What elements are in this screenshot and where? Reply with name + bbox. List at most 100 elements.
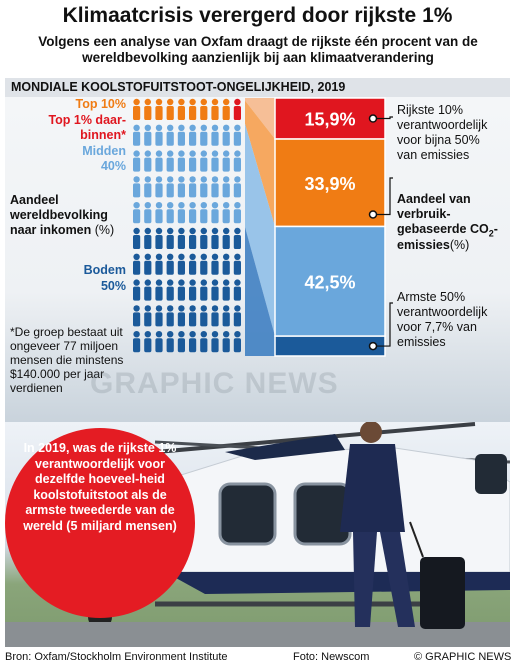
pointer-dot — [368, 341, 378, 351]
person-icon — [189, 253, 197, 275]
bar-value-label: 15,9% — [304, 110, 355, 130]
label-top1-line2: binnen* — [80, 128, 126, 142]
person-icon — [233, 253, 241, 275]
person-icon — [189, 331, 197, 353]
suitcase — [420, 557, 465, 629]
person-icon — [166, 150, 174, 172]
note-poor-line4: emissies — [397, 335, 446, 349]
person-icon — [222, 176, 230, 198]
emission-bar — [274, 97, 386, 140]
connector-midden — [245, 123, 275, 337]
person-icon — [211, 202, 219, 224]
page-subtitle: Volgens een analyse van Oxfam draagt de … — [38, 34, 478, 65]
person-icon — [133, 98, 141, 120]
bar-value-label: 42,5% — [304, 272, 355, 292]
person-icon — [177, 98, 185, 120]
person-leg — [353, 532, 377, 627]
right-axis-line4: emissies(%) — [397, 238, 469, 253]
person-icon — [144, 98, 152, 120]
person-icon — [144, 202, 152, 224]
person-icon — [211, 279, 219, 301]
footer-photo: Foto: Newscom — [293, 651, 370, 663]
person-icon — [200, 98, 208, 120]
person-icon — [222, 305, 230, 327]
label-top10: Top 10% — [75, 97, 126, 111]
person-jacket — [340, 444, 405, 532]
right-axis-line1: Aandeel van — [397, 192, 471, 206]
person-icon — [233, 279, 241, 301]
emission-bar — [274, 138, 386, 228]
left-axis-line2: wereldbevolking — [10, 208, 108, 222]
person-icon — [233, 331, 241, 353]
label-midden-line1: Midden — [82, 144, 126, 158]
person-icon — [222, 98, 230, 120]
person-icon — [144, 253, 152, 275]
person-icon — [189, 124, 197, 146]
right-axis-unit: (%) — [449, 238, 470, 252]
person-icon — [189, 176, 197, 198]
person-icon — [155, 331, 163, 353]
person-icon — [200, 305, 208, 327]
person-icon — [200, 124, 208, 146]
callout-circle — [5, 428, 195, 618]
person-icon — [133, 253, 141, 275]
person-icon — [177, 305, 185, 327]
pointer-lines — [368, 114, 393, 351]
person-icon — [177, 331, 185, 353]
label-midden-line2: 40% — [100, 159, 126, 173]
person-icon — [222, 253, 230, 275]
person-icon — [144, 331, 152, 353]
person-icon — [144, 305, 152, 327]
note-poor-line2: verantwoordelijk — [397, 305, 488, 319]
person-icon — [166, 124, 174, 146]
person-icon — [155, 150, 163, 172]
person-icon — [144, 279, 152, 301]
person-icon — [222, 227, 230, 249]
person-icon — [177, 202, 185, 224]
left-axis-line1: Aandeel — [10, 193, 59, 207]
left-axis-unit: (%) — [91, 223, 115, 237]
person-icon — [177, 150, 185, 172]
person-icon — [222, 202, 230, 224]
person-icon — [166, 279, 174, 301]
person-icon — [177, 279, 185, 301]
person-icon — [211, 98, 219, 120]
note-poor-line3: voor 7,7% van — [397, 320, 477, 334]
helicopter-window — [218, 482, 277, 546]
right-axis-sub: 2 — [488, 228, 494, 239]
person-icon — [189, 227, 197, 249]
page-title: Klimaatcrisis verergerd door rijkste 1% — [62, 4, 453, 27]
person-icon — [211, 227, 219, 249]
person-icon — [189, 150, 197, 172]
footnote: *De groep bestaat uit ongeveer 77 miljoe… — [10, 325, 124, 395]
person-icon — [133, 202, 141, 224]
person-icon — [155, 305, 163, 327]
bar-value-label: 33,9% — [304, 174, 355, 194]
person-icon — [200, 279, 208, 301]
person-icon — [133, 279, 141, 301]
connector-top1 — [245, 98, 275, 140]
person-icon — [166, 227, 174, 249]
left-axis-line3: naar inkomen (%) — [10, 223, 114, 238]
right-axis-line3: gebaseerde CO2- — [397, 222, 498, 242]
person-icon — [155, 202, 163, 224]
person-icon — [200, 227, 208, 249]
pointer-line — [373, 302, 393, 347]
person-icon — [144, 176, 152, 198]
person-icon — [155, 227, 163, 249]
person-icon — [211, 305, 219, 327]
person-icon — [189, 279, 197, 301]
helicopter-window — [293, 482, 352, 546]
person-icon — [200, 253, 208, 275]
suitcase-handle — [409, 521, 424, 558]
watermark: GRAPHIC NEWS — [90, 367, 339, 400]
person-icon — [144, 124, 152, 146]
person-icon — [233, 124, 241, 146]
person-icon — [177, 253, 185, 275]
note-rich-line3: voor bijna 50% — [397, 133, 480, 147]
person-icon — [166, 331, 174, 353]
people-grid — [133, 98, 241, 353]
emission-bar — [274, 225, 386, 337]
person-head — [360, 422, 382, 443]
person-icon — [144, 227, 152, 249]
